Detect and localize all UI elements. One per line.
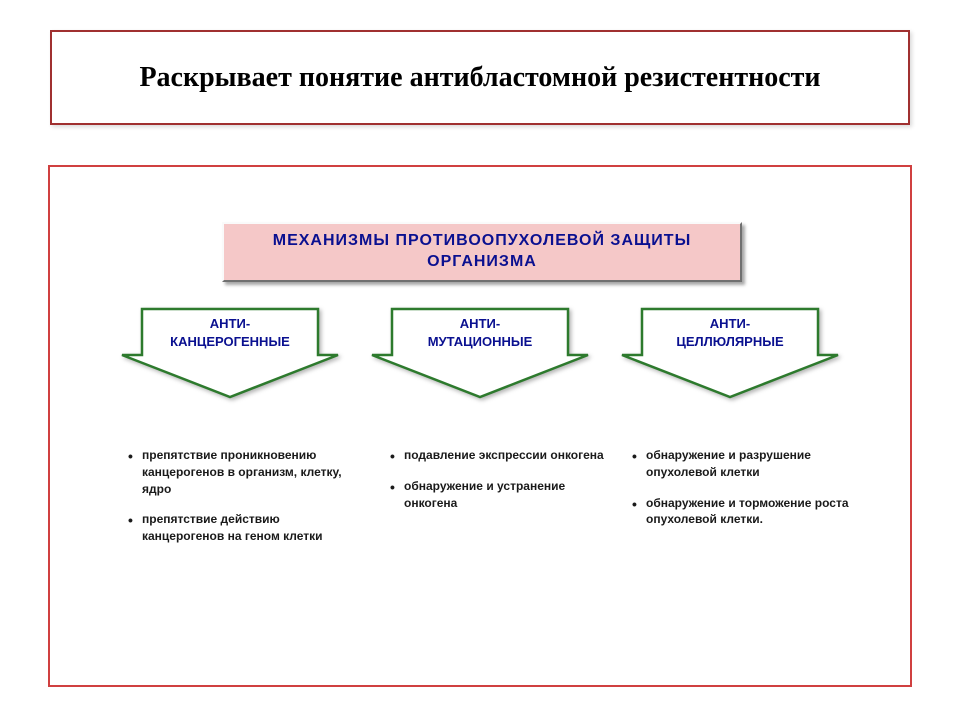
arrow-shape-icon: АНТИ-ЦЕЛЛЮЛЯРНЫЕ [620,307,840,397]
arrow-shape-icon: АНТИ-КАНЦЕРОГЕННЫЕ [120,307,340,397]
arrow-label: АНТИ-МУТАЦИОННЫЕ [392,315,568,350]
header-bar: МЕХАНИЗМЫ ПРОТИВООПУХОЛЕВОЙ ЗАЩИТЫ ОРГАН… [222,222,742,282]
arrow-anticellular: АНТИ-ЦЕЛЛЮЛЯРНЫЕ [620,307,850,397]
arrow-anticarcinogenic: АНТИ-КАНЦЕРОГЕННЫЕ [120,307,350,397]
arrow-label: АНТИ-ЦЕЛЛЮЛЯРНЫЕ [642,315,818,350]
title-box: Раскрывает понятие антибластомной резист… [50,30,910,125]
bullets-antimutational: подавление экспрессии онкогена обнаружен… [390,447,620,525]
header-text: МЕХАНИЗМЫ ПРОТИВООПУХОЛЕВОЙ ЗАЩИТЫ ОРГАН… [224,231,740,273]
arrow-antimutational: АНТИ-МУТАЦИОННЫЕ [370,307,600,397]
bullet-item: обнаружение и устранение онкогена [390,478,620,512]
bullet-item: подавление экспрессии онкогена [390,447,620,464]
bullets-anticarcinogenic: препятствие проникновению канцерогенов в… [128,447,358,559]
arrow-shape-icon: АНТИ-МУТАЦИОННЫЕ [370,307,590,397]
bullets-anticellular: обнаружение и разрушение опухолевой клет… [632,447,862,542]
content-box: МЕХАНИЗМЫ ПРОТИВООПУХОЛЕВОЙ ЗАЩИТЫ ОРГАН… [48,165,912,687]
bullet-item: обнаружение и разрушение опухолевой клет… [632,447,862,481]
arrow-label: АНТИ-КАНЦЕРОГЕННЫЕ [142,315,318,350]
bullet-item: препятствие действию канцерогенов на ген… [128,511,358,545]
bullet-item: обнаружение и торможение роста опухолево… [632,495,862,529]
page-title: Раскрывает понятие антибластомной резист… [139,60,820,95]
bullet-item: препятствие проникновению канцерогенов в… [128,447,358,497]
